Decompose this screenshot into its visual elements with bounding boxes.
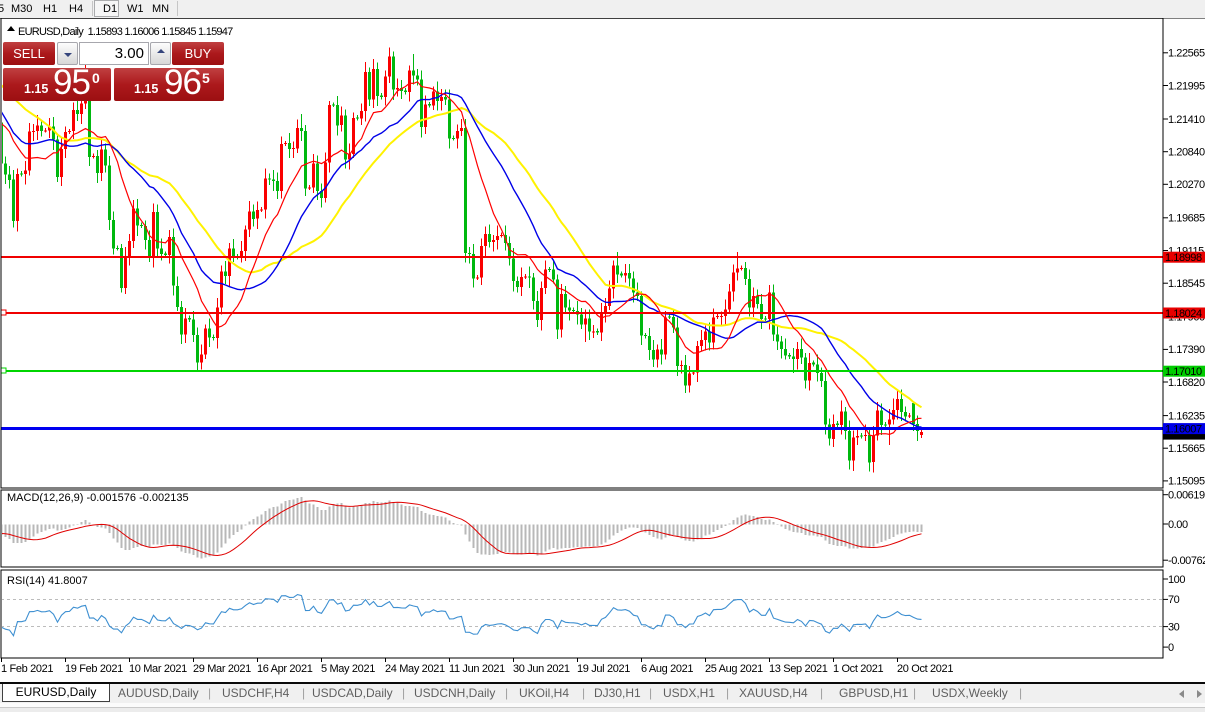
svg-text:1.18998: 1.18998	[1165, 252, 1202, 264]
svg-text:20 Oct 2021: 20 Oct 2021	[897, 663, 953, 675]
svg-text:1.16820: 1.16820	[1168, 377, 1205, 389]
svg-text:11 Jun 2021: 11 Jun 2021	[449, 663, 505, 675]
svg-text:MACD(12,26,9) -0.001576 -0.002: MACD(12,26,9) -0.001576 -0.002135	[7, 492, 189, 504]
svg-text:EURUSD,Daily 1.15893 1.16006: EURUSD,Daily 1.15893 1.16006 1.15845 1.1…	[18, 26, 233, 38]
svg-text:0.00: 0.00	[1168, 519, 1188, 531]
svg-text:0: 0	[1168, 642, 1174, 654]
svg-text:1 Oct 2021: 1 Oct 2021	[833, 663, 884, 675]
svg-text:1.16007: 1.16007	[1165, 423, 1202, 435]
svg-text:-0.007621: -0.007621	[1168, 555, 1205, 567]
svg-text:5 May 2021: 5 May 2021	[321, 663, 375, 675]
svg-text:RSI(14) 41.8007: RSI(14) 41.8007	[7, 575, 88, 587]
svg-text:1.16235: 1.16235	[1168, 410, 1205, 422]
svg-text:1.19115: 1.19115	[1168, 245, 1204, 257]
svg-text:1.20840: 1.20840	[1168, 147, 1205, 159]
svg-text:30 Jun 2021: 30 Jun 2021	[513, 663, 570, 675]
svg-text:16 Apr 2021: 16 Apr 2021	[257, 663, 313, 675]
svg-text:29 Mar 2021: 29 Mar 2021	[193, 663, 251, 675]
svg-text:1.20270: 1.20270	[1168, 179, 1205, 191]
svg-text:24 May 2021: 24 May 2021	[385, 663, 445, 675]
svg-text:0.006193: 0.006193	[1168, 490, 1205, 502]
svg-text:6 Aug 2021: 6 Aug 2021	[641, 663, 693, 675]
svg-text:1.17010: 1.17010	[1165, 366, 1202, 378]
svg-text:1.15095: 1.15095	[1168, 476, 1205, 488]
svg-text:30: 30	[1168, 621, 1180, 633]
svg-text:25 Aug 2021: 25 Aug 2021	[705, 663, 763, 675]
svg-text:1.22565: 1.22565	[1168, 48, 1205, 60]
svg-text:1.18024: 1.18024	[1165, 308, 1202, 320]
svg-text:100: 100	[1168, 574, 1185, 586]
svg-text:70: 70	[1168, 594, 1180, 606]
svg-text:19 Feb 2021: 19 Feb 2021	[65, 663, 123, 675]
svg-text:19 Jul 2021: 19 Jul 2021	[577, 663, 630, 675]
svg-text:1.15665: 1.15665	[1168, 443, 1205, 455]
svg-text:1.17390: 1.17390	[1168, 344, 1205, 356]
svg-text:1 Feb 2021: 1 Feb 2021	[1, 663, 53, 675]
svg-text:1.21410: 1.21410	[1168, 114, 1205, 126]
svg-text:13 Sep 2021: 13 Sep 2021	[769, 663, 828, 675]
svg-text:1.18545: 1.18545	[1168, 278, 1205, 290]
svg-text:10 Mar 2021: 10 Mar 2021	[129, 663, 187, 675]
svg-text:1.19685: 1.19685	[1168, 213, 1205, 225]
svg-text:1.21995: 1.21995	[1168, 80, 1205, 92]
